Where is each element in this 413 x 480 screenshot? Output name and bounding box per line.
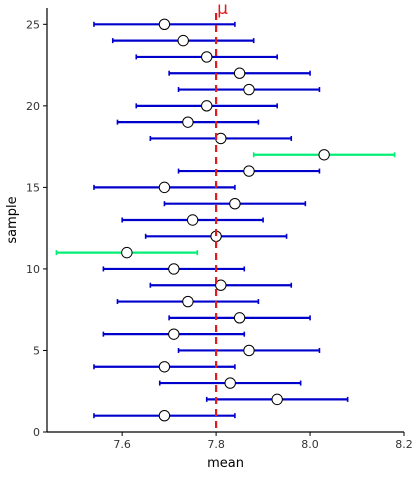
y-tick-label: 20 (26, 100, 40, 113)
y-tick-label: 25 (26, 18, 40, 31)
x-axis-label: mean (207, 456, 244, 471)
mean-point (121, 246, 133, 259)
intervals-layer (55, 21, 396, 419)
x-tick-label: 7.6 (113, 438, 131, 451)
mean-point (182, 116, 194, 128)
mean-point (224, 377, 236, 389)
mu-label: μ (217, 0, 228, 19)
mean-point (243, 165, 255, 177)
mean-point (182, 295, 194, 308)
mean-point (168, 328, 180, 340)
x-tick-label: 8.0 (301, 438, 319, 451)
mean-point (229, 197, 241, 210)
y-tick-label: 15 (26, 181, 40, 194)
mean-point (158, 181, 171, 194)
y-ticks: 0 5 10 15 20 25 (26, 18, 47, 439)
x-ticks: 7.6 7.8 8.0 8.2 (113, 432, 413, 451)
mean-point (186, 214, 199, 226)
mean-point (271, 393, 283, 406)
y-tick-label: 10 (26, 263, 40, 276)
mean-point (201, 51, 213, 63)
points-layer (121, 18, 330, 422)
mean-point (233, 67, 246, 79)
mean-point (215, 279, 227, 291)
mean-point (177, 34, 189, 47)
y-axis-label: sample (5, 196, 20, 243)
x-tick-label: 8.2 (395, 438, 413, 451)
mean-point (318, 149, 330, 161)
mean-point (158, 409, 171, 422)
mean-point (158, 18, 171, 31)
mean-point (243, 344, 255, 357)
mean-point (168, 263, 180, 275)
mean-point (158, 361, 171, 373)
x-tick-label: 7.8 (207, 438, 225, 451)
axes-layer (46, 8, 404, 433)
mean-point (233, 312, 246, 324)
mean-point (201, 100, 213, 112)
mean-point (243, 83, 255, 96)
y-tick-label: 5 (33, 344, 40, 357)
y-tick-label: 0 (33, 426, 40, 439)
